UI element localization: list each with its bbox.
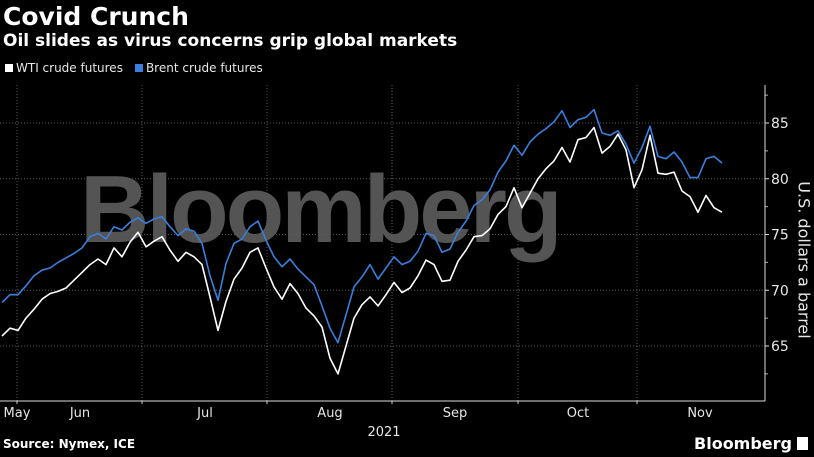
x-tick-label: Sep: [443, 406, 468, 421]
y-tick-label: 65: [771, 339, 789, 355]
legend-swatch-wti: [5, 64, 13, 72]
x-tick-label: Jul: [196, 406, 213, 421]
bloomberg-watermark: Bloomberg: [80, 156, 563, 263]
brent-line: [1, 108, 723, 344]
x-tick-label: Nov: [687, 406, 713, 421]
x-tick-label: May: [4, 406, 31, 421]
y-tick-label: 75: [771, 228, 789, 244]
bloomberg-logo: Bloomberg: [694, 434, 808, 453]
legend-item-brent: Brent crude futures: [134, 61, 263, 75]
x-tick-label: Jun: [69, 406, 90, 421]
x-tick-label: Aug: [317, 406, 342, 421]
y-tick-label: 80: [771, 172, 789, 188]
legend-label-wti: WTI crude futures: [16, 61, 123, 75]
legend-item-wti: WTI crude futures: [5, 61, 123, 75]
y-tick-label: 70: [771, 283, 789, 299]
legend: WTI crude futures Brent crude futures: [5, 61, 263, 75]
source-note: Source: Nymex, ICE: [3, 437, 136, 451]
bloomberg-logo-text: Bloomberg: [694, 434, 792, 453]
wti-line: [1, 126, 723, 375]
x-year-label: 2021: [367, 425, 400, 440]
bloomberg-terminal-icon: [797, 437, 808, 450]
legend-label-brent: Brent crude futures: [145, 61, 263, 75]
chart-title: Covid Crunch: [3, 2, 189, 31]
chart-subtitle: Oil slides as virus concerns grip global…: [3, 31, 458, 51]
y-tick-label: 85: [771, 116, 789, 132]
y-axis-label: U.S. dollars a barrel: [794, 181, 814, 339]
legend-swatch-brent: [134, 64, 143, 72]
x-tick-label: Oct: [567, 406, 589, 421]
